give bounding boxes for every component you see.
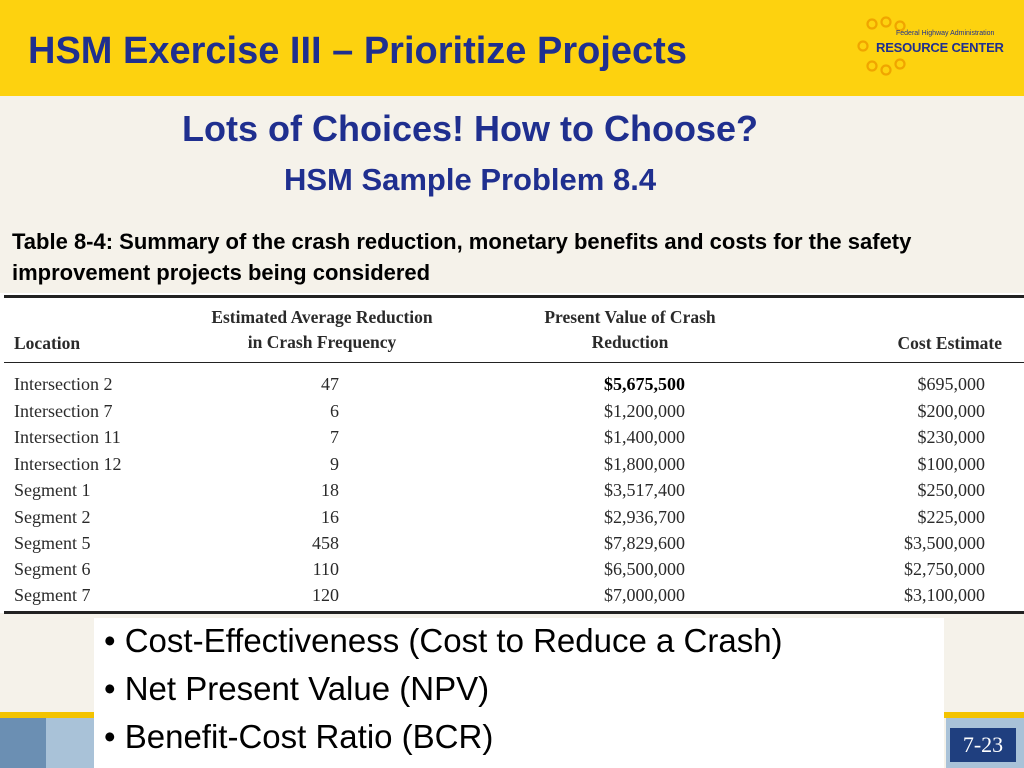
cell-location: Intersection 2 bbox=[14, 374, 113, 394]
cell-present-value: $1,400,000 bbox=[604, 427, 685, 447]
table-row: Intersection 7 6 $1,200,000 $200,000 bbox=[0, 398, 1024, 424]
table-rule-header bbox=[4, 362, 1024, 363]
page-number: 7-23 bbox=[950, 728, 1016, 762]
col-header-pv-line1: Present Value of Crash bbox=[544, 307, 716, 327]
table-row: Segment 2 16 $2,936,700 $225,000 bbox=[0, 504, 1024, 530]
cell-cost: $3,100,000 bbox=[904, 585, 985, 605]
table-row: Segment 1 18 $3,517,400 $250,000 bbox=[0, 477, 1024, 503]
cell-reduction: 16 bbox=[321, 507, 339, 527]
bullet-item: • Benefit-Cost Ratio (BCR) bbox=[104, 718, 494, 755]
cell-reduction: 9 bbox=[330, 454, 339, 474]
cell-location: Segment 7 bbox=[14, 585, 91, 605]
table-row: Segment 5 458 $7,829,600 $3,500,000 bbox=[0, 530, 1024, 556]
cell-location: Segment 6 bbox=[14, 559, 91, 579]
cell-reduction: 18 bbox=[321, 480, 339, 500]
cell-location: Segment 1 bbox=[14, 480, 91, 500]
cell-present-value: $3,517,400 bbox=[604, 480, 685, 500]
cell-present-value: $1,800,000 bbox=[604, 454, 685, 474]
cell-cost: $695,000 bbox=[917, 374, 986, 394]
cell-reduction: 6 bbox=[330, 401, 339, 421]
cell-cost: $230,000 bbox=[917, 427, 986, 447]
cell-cost: $100,000 bbox=[917, 454, 986, 474]
cell-present-value: $6,500,000 bbox=[604, 559, 685, 579]
col-header-cost: Cost Estimate bbox=[897, 333, 1003, 353]
table-rule-bottom bbox=[4, 611, 1024, 614]
footer-block-light bbox=[46, 718, 96, 768]
cell-present-value: $5,675,500 bbox=[604, 374, 685, 394]
cell-reduction: 120 bbox=[312, 585, 339, 605]
cell-cost: $3,500,000 bbox=[904, 533, 985, 553]
header-bar: HSM Exercise III – Prioritize Projects F… bbox=[0, 0, 1024, 96]
cell-location: Intersection 11 bbox=[14, 427, 121, 447]
cell-location: Segment 5 bbox=[14, 533, 91, 553]
slide-title: HSM Exercise III – Prioritize Projects bbox=[28, 30, 687, 72]
cell-reduction: 110 bbox=[312, 559, 339, 579]
cell-location: Intersection 7 bbox=[14, 401, 113, 421]
logo-name-text: RESOURCE CENTER bbox=[876, 40, 1004, 55]
cell-present-value: $7,000,000 bbox=[604, 585, 685, 605]
col-header-present-value: Present Value of Crash Reduction bbox=[490, 305, 770, 355]
circles-logo-icon bbox=[857, 16, 906, 76]
cell-reduction: 458 bbox=[312, 533, 339, 553]
cell-cost: $225,000 bbox=[917, 507, 986, 527]
bullet-item: • Cost-Effectiveness (Cost to Reduce a C… bbox=[104, 622, 783, 659]
table-row: Intersection 11 7 $1,400,000 $230,000 bbox=[0, 424, 1024, 450]
bullet-item: • Net Present Value (NPV) bbox=[104, 670, 490, 707]
cell-cost: $250,000 bbox=[917, 480, 986, 500]
cell-present-value: $1,200,000 bbox=[604, 401, 685, 421]
cell-reduction: 47 bbox=[321, 374, 339, 394]
col-header-reduction-line2: in Crash Frequency bbox=[247, 332, 397, 352]
col-header-pv-line2: Reduction bbox=[591, 332, 669, 352]
cell-present-value: $7,829,600 bbox=[604, 533, 685, 553]
col-header-location: Location bbox=[14, 333, 81, 353]
slide-heading: Lots of Choices! How to Choose? bbox=[182, 108, 758, 149]
cell-present-value: $2,936,700 bbox=[604, 507, 685, 527]
projects-table: Location Estimated Average Reduction in … bbox=[0, 293, 1024, 614]
cell-location: Segment 2 bbox=[14, 507, 91, 527]
col-header-reduction-line1: Estimated Average Reduction bbox=[211, 307, 433, 327]
table-row: Segment 6 110 $6,500,000 $2,750,000 bbox=[0, 556, 1024, 582]
table-caption: Table 8-4: Summary of the crash reductio… bbox=[12, 229, 912, 285]
table-row: Intersection 12 9 $1,800,000 $100,000 bbox=[0, 451, 1024, 477]
table-row: Segment 7 120 $7,000,000 $3,100,000 bbox=[0, 582, 1024, 608]
cell-reduction: 7 bbox=[330, 427, 339, 447]
col-header-reduction: Estimated Average Reduction in Crash Fre… bbox=[182, 305, 462, 355]
cell-cost: $200,000 bbox=[917, 401, 986, 421]
footer-block-dark bbox=[0, 718, 46, 768]
resource-center-logo: Federal Highway Administration RESOURCE … bbox=[856, 14, 1016, 78]
logo-agency-text: Federal Highway Administration bbox=[896, 30, 995, 37]
table-rule-top bbox=[4, 295, 1024, 298]
cell-location: Intersection 12 bbox=[14, 454, 122, 474]
table-row: Intersection 2 47 $5,675,500 $695,000 bbox=[0, 371, 1024, 397]
slide-subheading: HSM Sample Problem 8.4 bbox=[283, 162, 657, 197]
bullet-list: • Cost-Effectiveness (Cost to Reduce a C… bbox=[94, 618, 944, 768]
cell-cost: $2,750,000 bbox=[904, 559, 985, 579]
